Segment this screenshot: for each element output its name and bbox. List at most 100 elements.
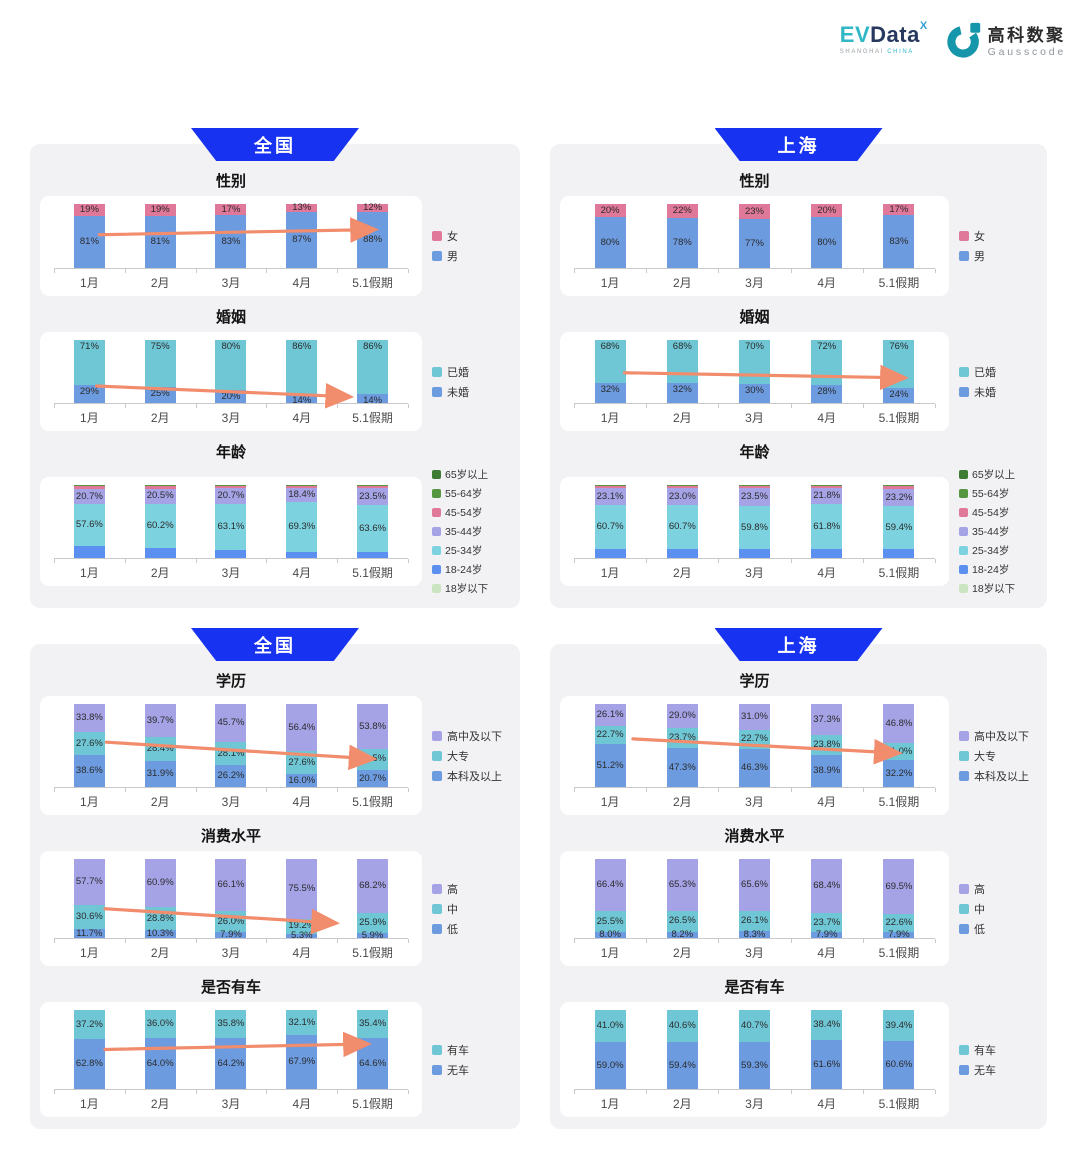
segment-value-label: 8.0%: [599, 929, 621, 940]
legend-item-1[interactable]: 未婚: [432, 384, 510, 400]
legend-swatch: [959, 730, 969, 741]
evdata-wordmark: EVDataX: [840, 21, 928, 46]
segment-value-label: 61.8%: [813, 520, 841, 532]
bar-slot: 40.7% 59.3%: [718, 1010, 790, 1089]
bar-slot: 23.5% 63.6%: [337, 485, 408, 558]
stacked-bar: 86% 14%: [357, 340, 389, 405]
chart-row: 71% 29% 75% 25% 80% 20% 86% 14% 86% 14% 1月 2月 3月 4月 5.…: [40, 332, 510, 431]
bar-segment: 83%: [215, 214, 247, 268]
legend-item-1[interactable]: 无车: [959, 1062, 1037, 1078]
legend-item-5[interactable]: 18-24岁: [959, 562, 1037, 577]
axis-tick: [935, 1090, 936, 1094]
segment-value-label: 68.4%: [813, 880, 841, 892]
bar-slot: 86% 14%: [266, 340, 337, 405]
axis-tick: [124, 1090, 126, 1094]
segment-value-label: 65.3%: [668, 879, 696, 891]
x-axis-label: 3月: [745, 795, 764, 809]
segment-value-label: 35.4%: [359, 1018, 387, 1030]
legend-label: 未婚: [974, 386, 996, 399]
legend-item-2[interactable]: 低: [432, 921, 510, 937]
legend-item-5[interactable]: 18-24岁: [432, 562, 510, 577]
legend-item-0[interactable]: 高中及以下: [959, 728, 1037, 744]
legend-label: 男: [447, 251, 458, 263]
stacked-bar: 68% 32%: [594, 340, 626, 403]
segment-value-label: 13%: [292, 202, 312, 214]
legend-swatch: [959, 565, 968, 574]
legend-item-1[interactable]: 大专: [959, 748, 1037, 764]
legend-item-0[interactable]: 有车: [432, 1042, 510, 1058]
segment-value-label: 22.7%: [596, 729, 624, 741]
legend-item-2[interactable]: 45-54岁: [959, 505, 1037, 520]
x-axis-label: 4月: [817, 795, 837, 809]
bar-slot: 72% 28%: [791, 340, 863, 403]
legend-item-3[interactable]: 35-44岁: [959, 524, 1037, 539]
legend-item-1[interactable]: 中: [432, 901, 510, 917]
x-axis-label: 2月: [150, 1097, 170, 1111]
legend-swatch: [959, 770, 969, 781]
segment-value-label: 75.5%: [288, 883, 316, 895]
legend-item-0[interactable]: 65岁以上: [959, 467, 1037, 482]
x-axis-label: 2月: [150, 276, 170, 290]
legend-label: 55-64岁: [972, 488, 1010, 500]
bar-slot: 65.6% 26.1% 8.3%: [718, 859, 790, 939]
axis-tick: [862, 939, 864, 943]
bar-area: 26.1% 22.7% 51.2% 29.0% 23.7% 47.3% 31.0% 22.7%…: [574, 704, 935, 787]
legend-item-1[interactable]: 无车: [432, 1062, 510, 1078]
axis-tick: [337, 939, 339, 943]
bar-segment: 64.6%: [357, 1037, 389, 1089]
legend-item-0[interactable]: 已婚: [959, 364, 1037, 380]
legend-label: 本科及以上: [974, 770, 1029, 783]
stacked-bar: 35.8% 64.2%: [215, 1010, 247, 1089]
legend-item-2[interactable]: 本科及以上: [432, 768, 510, 784]
legend-label: 高: [447, 883, 458, 896]
bar-segment: 25.9%: [357, 912, 389, 934]
bar-segment: 14%: [286, 394, 318, 405]
segment-value-label: 28.4%: [146, 742, 174, 754]
segment-value-label: 22.6%: [885, 917, 913, 929]
chart-title: 学历: [739, 673, 770, 690]
segment-value-label: 8.2%: [671, 928, 694, 940]
legend-item-0[interactable]: 65岁以上: [432, 467, 510, 482]
legend-item-2[interactable]: 本科及以上: [959, 768, 1037, 784]
legend-item-0[interactable]: 高: [959, 881, 1037, 897]
legend-item-2[interactable]: 低: [959, 921, 1037, 937]
bar-segment: 60.2%: [144, 503, 176, 548]
legend-item-0[interactable]: 有车: [959, 1042, 1037, 1058]
bar-segment: 23.5%: [357, 488, 389, 506]
segment-value-label: 28%: [817, 386, 837, 398]
legend-item-0[interactable]: 已婚: [432, 364, 510, 380]
segment-value-label: 25.5%: [359, 753, 387, 765]
segment-value-label: 19%: [150, 204, 170, 216]
legend-item-0[interactable]: 高中及以下: [432, 728, 510, 744]
bar-segment: 37.2%: [73, 1010, 105, 1040]
axis-tick: [862, 1090, 864, 1094]
segment-value-label: 25%: [150, 388, 170, 400]
legend-item-1[interactable]: 55-64岁: [432, 486, 510, 501]
legend-item-0[interactable]: 女: [959, 228, 1037, 244]
legend-item-0[interactable]: 高: [432, 881, 510, 897]
legend-item-1[interactable]: 男: [959, 248, 1037, 264]
legend-item-2[interactable]: 45-54岁: [432, 505, 510, 520]
legend: 女男: [949, 228, 1037, 264]
legend-item-1[interactable]: 55-64岁: [959, 486, 1037, 501]
legend-item-6[interactable]: 18岁以下: [432, 581, 510, 596]
bar-segment: 69.5%: [883, 859, 915, 914]
x-axis: 1月 2月 3月 4月 5.1假期: [574, 403, 936, 429]
legend-item-1[interactable]: 中: [959, 901, 1037, 917]
legend-item-3[interactable]: 35-44岁: [432, 524, 510, 539]
legend-item-6[interactable]: 18岁以下: [959, 581, 1037, 596]
bar-segment: 57.6%: [73, 503, 105, 547]
bar-segment: 59.3%: [739, 1042, 770, 1089]
bar-slot: 75.5% 19.2% 5.3%: [266, 859, 337, 940]
legend-item-4[interactable]: 25-34岁: [959, 543, 1037, 558]
legend-item-1[interactable]: 男: [432, 248, 510, 264]
legend-item-1[interactable]: 未婚: [959, 384, 1037, 400]
legend-item-1[interactable]: 大专: [432, 748, 510, 764]
legend-item-4[interactable]: 25-34岁: [432, 543, 510, 558]
legend-item-0[interactable]: 女: [432, 228, 510, 244]
stacked-bar: 37.2% 62.8%: [73, 1010, 105, 1089]
bar-segment: 20.5%: [144, 488, 176, 504]
x-axis-label: 5.1假期: [878, 276, 920, 290]
stacked-bar: 39.7% 28.4% 31.9%: [144, 704, 176, 787]
bar-segment: 36.0%: [144, 1010, 176, 1039]
